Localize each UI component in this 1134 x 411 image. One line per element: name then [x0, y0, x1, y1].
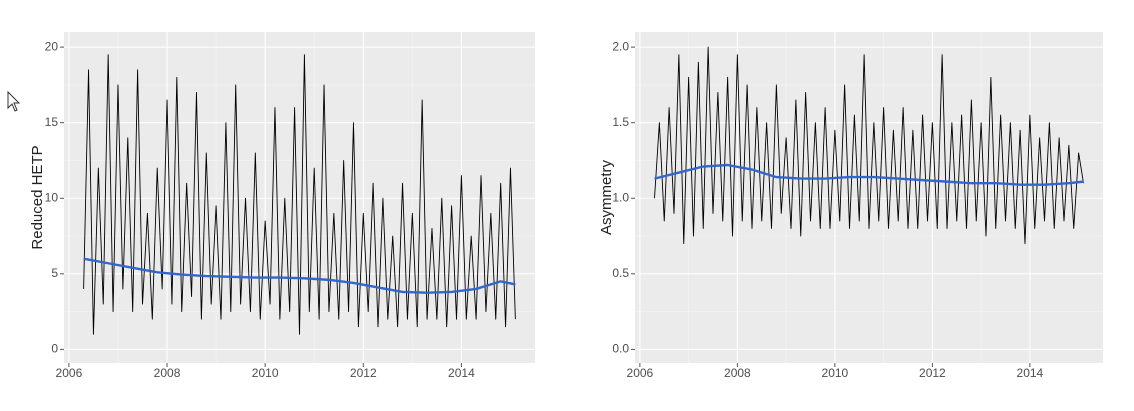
x-tick-label: 2006 [627, 366, 654, 380]
y-tick-label: 0 [51, 342, 58, 356]
smooth-line [654, 163, 1084, 186]
x-tick-label: 2010 [252, 366, 279, 380]
y-tick-label: 2.0 [612, 39, 629, 53]
y-axis-title: Asymmetry [598, 160, 615, 236]
x-tick-label: 2012 [919, 366, 946, 380]
data-line [83, 54, 516, 335]
y-tick-label: 15 [45, 115, 59, 129]
x-tick-label: 2014 [1017, 366, 1044, 380]
x-tick-label: 2006 [56, 366, 83, 380]
panel-background [635, 32, 1103, 363]
y-tick-label: 0.5 [612, 266, 629, 280]
y-tick-label: 1.0 [612, 190, 629, 204]
x-tick-label: 2008 [154, 366, 181, 380]
y-tick-label: 0.0 [612, 342, 629, 356]
x-tick-label: 2014 [448, 366, 475, 380]
y-tick-label: 1.5 [612, 115, 629, 129]
x-tick-label: 2012 [350, 366, 377, 380]
data-line [654, 46, 1084, 245]
x-tick-label: 2010 [822, 366, 849, 380]
mouse-cursor [7, 90, 21, 112]
y-tick-label: 10 [45, 190, 59, 204]
y-tick-label: 20 [45, 39, 59, 53]
y-axis-title: Reduced HETP [29, 145, 46, 249]
y-tick-label: 5 [51, 266, 58, 280]
x-tick-label: 2008 [724, 366, 751, 380]
smooth-line [83, 257, 516, 294]
